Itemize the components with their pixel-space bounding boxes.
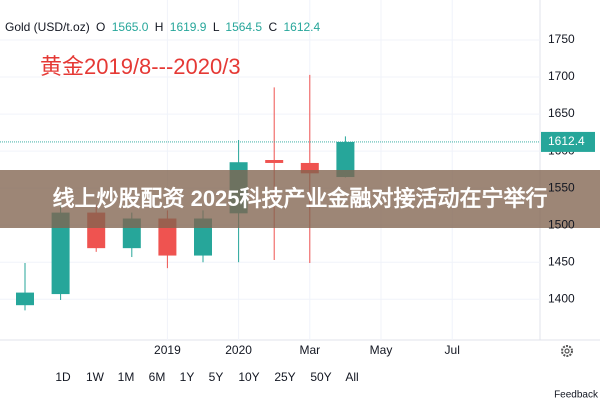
y-tick-label: 1700 [548,69,575,83]
range-buttons: 1D 1W 1M 6M 1Y 5Y 10Y 25Y 50Y All [55,370,358,384]
range-button[interactable]: 1D [55,370,71,384]
y-tick-label: 1400 [548,291,575,305]
gear-outer[interactable] [561,345,573,357]
range-button[interactable]: 1W [86,370,105,384]
symbol-title: Gold (USD/t.oz) [5,20,90,34]
banner-background [0,170,600,228]
candle-body [265,160,284,163]
y-tick-label: 1450 [548,254,575,268]
field-label: C [268,20,277,34]
range-button[interactable]: 1Y [180,370,195,384]
field-label: L [213,20,220,34]
last-price-box [541,131,595,152]
banner-text: 线上炒股配资 2025科技产业金融对接活动在宁举行 [52,186,547,211]
candle-body [51,212,70,295]
field-label: O [96,20,105,34]
x-tick-label: Mar [299,343,320,357]
y-tick-label: 1650 [548,106,575,120]
range-button[interactable]: 6M [149,370,166,384]
field-value: 1619.9 [170,20,207,34]
y-tick-label: 1550 [548,180,575,194]
field-value: 1612.4 [283,20,320,34]
candle-body [300,162,319,174]
field-value: 1565.0 [112,20,149,34]
y-tick-label: 1750 [548,32,575,46]
y-tick-label: 1500 [548,217,575,231]
range-button[interactable]: All [345,370,358,384]
annotation: 黄金2019/8---2020/3 [40,54,241,79]
last-price-label: 1612.4 [548,134,585,148]
field-label: H [155,20,164,34]
candle-body [16,292,34,306]
symbol-header: Gold (USD/t.oz) O 1565.0 H 1619.9 L 1564… [5,20,320,34]
feedback-link[interactable]: Feedback [554,390,599,400]
field-value: 1564.5 [225,20,262,34]
range-button[interactable]: 25Y [274,370,295,384]
x-tick-label: 2019 [154,343,181,357]
range-button[interactable]: 10Y [238,370,259,384]
x-tick-label: 2020 [225,343,252,357]
range-button[interactable]: 5Y [209,370,224,384]
range-button[interactable]: 1M [118,370,135,384]
range-button[interactable]: 50Y [310,370,331,384]
x-tick-label: May [370,343,393,357]
candle-body [336,141,355,178]
gear-inner[interactable] [564,348,570,354]
x-tick-label: Jul [445,343,460,357]
settings-icon[interactable] [561,345,573,357]
